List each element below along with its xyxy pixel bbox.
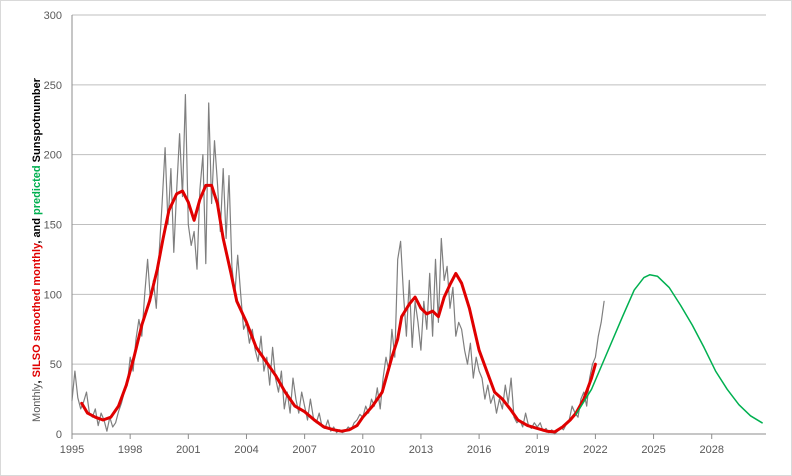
x-tick-label: 2019	[525, 444, 549, 456]
x-tick-label: 2028	[699, 444, 723, 456]
x-tick-label: 2007	[292, 444, 316, 456]
y-axis-label-part: Monthly	[31, 383, 43, 422]
y-axis-label: Monthly, SILSO smoothed monthly, and pre…	[31, 77, 43, 422]
y-tick-label: 200	[44, 150, 62, 162]
x-tick-label: 2001	[176, 444, 200, 456]
y-axis-label-part: SILSO smoothed monthly	[31, 242, 43, 377]
y-tick-label: 50	[50, 359, 62, 371]
series-line-predicted	[575, 274, 763, 424]
y-tick-label: 150	[44, 220, 62, 232]
x-tick-label: 2004	[234, 444, 258, 456]
y-tick-labels: 0 50 100 150 200 250 300	[44, 10, 62, 441]
x-tick-label: 2013	[409, 444, 433, 456]
x-tick-label: 2022	[583, 444, 607, 456]
y-axis-label-part: , and	[31, 215, 43, 244]
x-tick-label: 2010	[351, 444, 375, 456]
x-tick-label: 1998	[118, 444, 142, 456]
x-tick-label: 2016	[467, 444, 491, 456]
gridlines	[71, 14, 766, 435]
x-tick-label: 1995	[60, 444, 84, 456]
series-line-monthly	[71, 94, 605, 435]
y-axis-label-part: predicted	[31, 165, 43, 215]
y-axis-label-part: ,	[31, 377, 43, 383]
y-tick-label: 250	[44, 80, 62, 92]
y-tick-label: 300	[44, 10, 62, 22]
x-tick-labels: 1995 1998 2001 2004 2007 2010 2013 2016 2019 2022…	[60, 434, 724, 456]
series-line-smoothed	[80, 183, 597, 434]
y-tick-label: 100	[44, 289, 62, 301]
y-axis-label-part: Sunspotnumber	[31, 77, 43, 165]
series-lines	[71, 94, 763, 435]
y-tick-label: 0	[56, 429, 62, 441]
x-tick-label: 2025	[641, 444, 665, 456]
